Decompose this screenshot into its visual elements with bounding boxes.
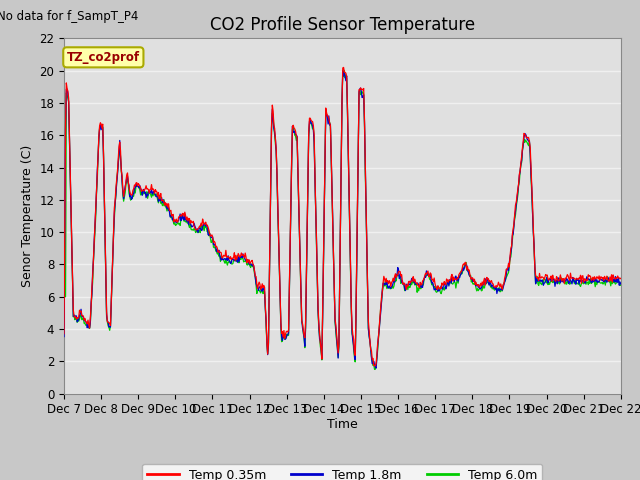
Temp 0.35m — [127, 192, 135, 198]
Temp 6.0m — [428, 282, 436, 288]
Temp 1.8m — [412, 282, 419, 288]
Temp 0.35m — [70, 313, 78, 319]
Text: TZ_co2prof: TZ_co2prof — [67, 51, 140, 64]
Temp 6.0m — [340, 68, 348, 73]
Temp 6.0m — [412, 281, 419, 287]
X-axis label: Time: Time — [327, 418, 358, 431]
Temp 1.8m — [214, 247, 221, 253]
Temp 6.0m — [127, 194, 135, 200]
Temp 6.0m — [371, 367, 378, 372]
Temp 0.35m — [371, 363, 379, 369]
Legend: Temp 0.35m, Temp 1.8m, Temp 6.0m: Temp 0.35m, Temp 1.8m, Temp 6.0m — [143, 464, 542, 480]
Temp 0.35m — [184, 218, 192, 224]
Temp 6.0m — [214, 251, 221, 257]
Temp 1.8m — [428, 280, 436, 286]
Temp 0.35m — [428, 276, 436, 282]
Temp 1.8m — [372, 365, 380, 371]
Temp 1.8m — [60, 334, 68, 339]
Temp 1.8m — [339, 68, 347, 73]
Temp 0.35m — [340, 64, 348, 70]
Temp 0.35m — [412, 279, 419, 285]
Temp 1.8m — [184, 217, 192, 223]
Temp 1.8m — [617, 281, 625, 287]
Line: Temp 6.0m: Temp 6.0m — [64, 71, 621, 370]
Temp 1.8m — [70, 313, 78, 319]
Temp 1.8m — [127, 196, 135, 202]
Temp 6.0m — [60, 294, 68, 300]
Y-axis label: Senor Temperature (C): Senor Temperature (C) — [20, 145, 34, 287]
Line: Temp 1.8m: Temp 1.8m — [64, 71, 621, 368]
Text: No data for f_SampT_P4: No data for f_SampT_P4 — [0, 10, 138, 23]
Temp 6.0m — [70, 312, 78, 318]
Temp 6.0m — [617, 282, 625, 288]
Temp 0.35m — [60, 331, 68, 336]
Temp 6.0m — [184, 219, 192, 225]
Line: Temp 0.35m: Temp 0.35m — [64, 67, 621, 366]
Temp 0.35m — [617, 276, 625, 281]
Title: CO2 Profile Sensor Temperature: CO2 Profile Sensor Temperature — [210, 16, 475, 34]
Temp 0.35m — [214, 245, 221, 251]
